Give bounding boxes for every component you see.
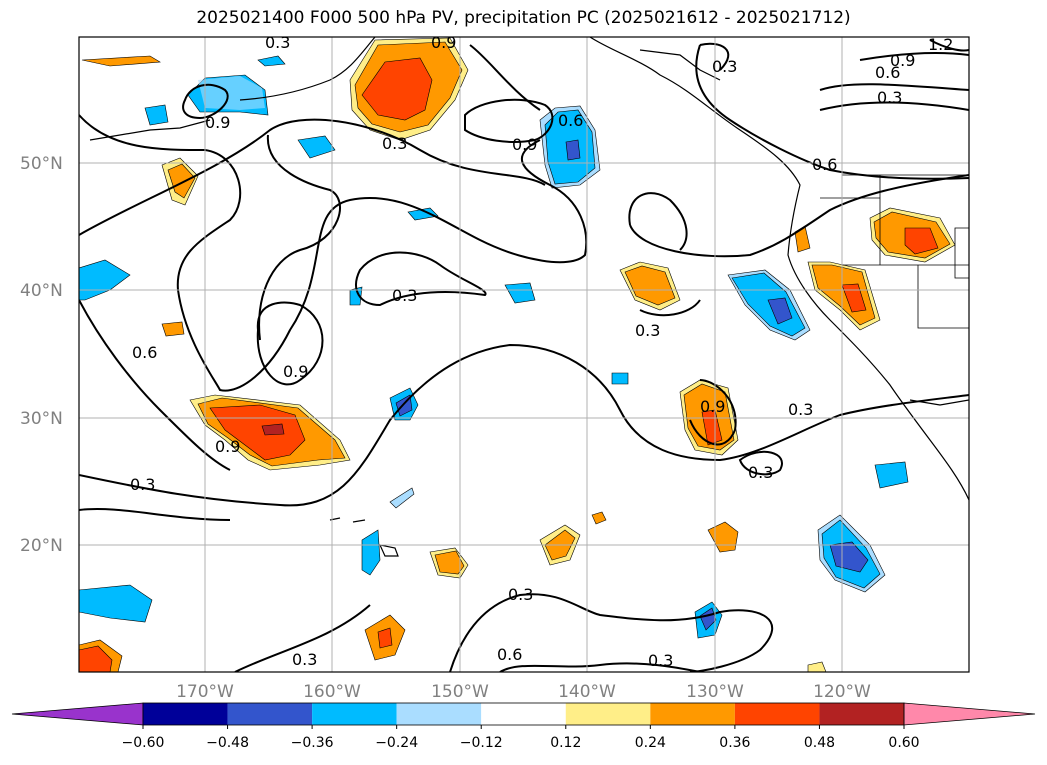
longitude-labels: 170°W 160°W 150°W 140°W 130°W 120°W <box>176 682 871 702</box>
lat-label: 20°N <box>20 536 63 556</box>
precip-shading <box>79 37 956 672</box>
contour-label: 0.3 <box>392 286 417 305</box>
lon-label: 140°W <box>558 682 616 702</box>
colorbar-extend-high <box>903 702 1036 726</box>
colorbar-tick-label: −0.60 <box>122 735 165 751</box>
contour-label: 0.6 <box>132 343 157 362</box>
contour-label: 0.3 <box>508 585 533 604</box>
colorbar: −0.60 −0.48 −0.36 −0.24 −0.12 0.12 0.24 0.36 0.4… <box>11 702 1036 751</box>
map-plot-area: 0.3 0.3 0.3 0.3 0.3 0.3 0.3 0.3 0.3 0.3 … <box>79 33 969 672</box>
lon-label: 120°W <box>813 682 871 702</box>
lon-label: 130°W <box>686 682 744 702</box>
contour-label: 0.6 <box>812 155 837 174</box>
contour-label: 0.3 <box>265 33 290 52</box>
contour-label: 0.6 <box>558 111 583 130</box>
lat-label: 50°N <box>20 154 63 174</box>
contour-label: 0.6 <box>875 63 900 82</box>
colorbar-segment <box>481 703 566 725</box>
contour-label: 0.6 <box>497 645 522 664</box>
colorbar-frame <box>142 702 905 726</box>
contour-label: 0.3 <box>788 400 813 419</box>
contour-label: 0.3 <box>382 134 407 153</box>
lat-label: 30°N <box>20 409 63 429</box>
contour-label: 0.9 <box>431 33 456 52</box>
gridlines <box>79 37 969 672</box>
colorbar-tick-label: 0.12 <box>550 735 581 751</box>
contour-label: 0.9 <box>283 362 308 381</box>
contour-label: 0.9 <box>890 51 915 70</box>
contour-label: 0.3 <box>877 88 902 107</box>
colorbar-tick-label: −0.12 <box>460 735 503 751</box>
plot-frame <box>78 36 970 673</box>
contour-label: 0.3 <box>712 57 737 76</box>
colorbar-segment <box>227 703 313 725</box>
lon-label: 170°W <box>176 682 234 702</box>
coastlines <box>89 37 969 557</box>
lon-label: 150°W <box>431 682 489 702</box>
contour-labels: 0.3 0.3 0.3 0.3 0.3 0.3 0.3 0.3 0.3 0.3 … <box>130 33 953 670</box>
contour-label: 0.3 <box>648 651 673 670</box>
contour-label: 0.3 <box>635 321 660 340</box>
colorbar-segment <box>734 703 820 725</box>
lon-label: 160°W <box>303 682 361 702</box>
colorbar-tick-label: 0.36 <box>719 735 750 751</box>
colorbar-segment <box>312 703 397 725</box>
map-title: 2025021400 F000 500 hPa PV, precipitatio… <box>196 8 851 28</box>
colorbar-segment <box>565 703 651 725</box>
colorbar-tick-label: 0.24 <box>635 735 666 751</box>
colorbar-segment <box>396 703 482 725</box>
contour-label: 0.3 <box>130 475 155 494</box>
contour-label: 0.3 <box>748 463 773 482</box>
colorbar-tick-label: −0.24 <box>375 735 418 751</box>
colorbar-tick-label: 0.48 <box>804 735 835 751</box>
contour-label: 0.9 <box>700 397 725 416</box>
contour-label: 0.3 <box>292 650 317 669</box>
lat-label: 40°N <box>20 281 63 301</box>
colorbar-tick-label: −0.48 <box>206 735 249 751</box>
contour-label: 0.9 <box>205 113 230 132</box>
colorbar-tick-label: −0.36 <box>291 735 334 751</box>
contour-label: 0.9 <box>215 437 240 456</box>
colorbar-extend-low <box>11 702 144 726</box>
latitude-labels: 50°N 40°N 30°N 20°N <box>20 154 63 556</box>
contour-label: 0.9 <box>512 135 537 154</box>
colorbar-segment <box>819 703 904 725</box>
colorbar-segment <box>143 703 228 725</box>
colorbar-segment <box>650 703 735 725</box>
pv-contours <box>79 39 969 672</box>
contour-label: 1.2 <box>928 35 953 54</box>
colorbar-tick-label: 0.60 <box>888 735 919 751</box>
